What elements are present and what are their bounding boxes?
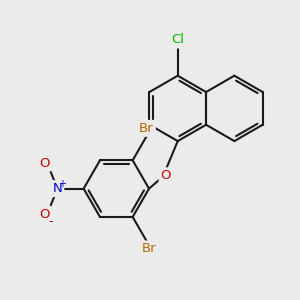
Text: Br: Br <box>139 122 154 135</box>
Text: O: O <box>160 169 171 182</box>
Text: Cl: Cl <box>171 34 184 46</box>
Text: Br: Br <box>142 242 157 255</box>
Text: -: - <box>48 214 53 228</box>
Text: +: + <box>58 179 66 189</box>
Text: N: N <box>52 182 62 195</box>
Text: O: O <box>39 208 50 221</box>
Text: O: O <box>39 157 50 169</box>
